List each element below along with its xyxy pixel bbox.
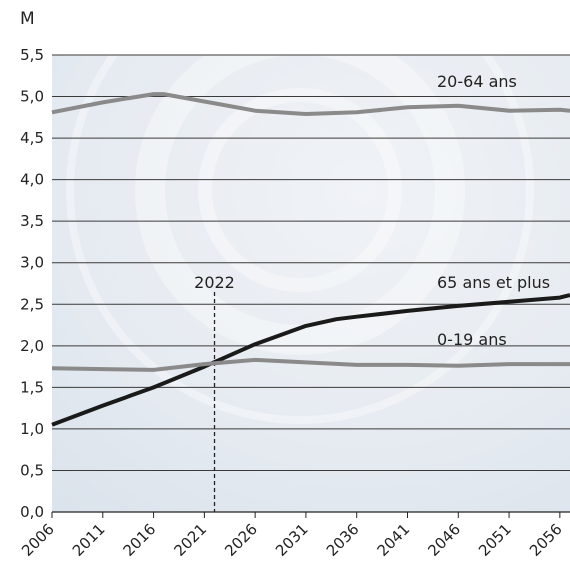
y-axis-ticks: 0,0 0,5 1,0 1,5 2,0 2,5 3,0 3,5 4,0 4,5 5,0 5,5 xyxy=(20,46,44,521)
series-label-20-64-ans: 20-64 ans xyxy=(437,72,517,91)
series-label-65-ans-et-plus: 65 ans et plus xyxy=(437,273,550,292)
y-tick-label: 3,5 xyxy=(20,212,44,230)
y-tick-label: 5,5 xyxy=(20,46,44,64)
data-series xyxy=(51,92,570,427)
y-tick-label: 4,5 xyxy=(20,129,44,147)
series-label-0-19-ans: 0-19 ans xyxy=(437,330,507,349)
y-tick-label: 0,5 xyxy=(20,461,44,479)
annotations: 2022 xyxy=(194,273,235,512)
y-tick-label: 5,0 xyxy=(20,88,44,106)
x-tick-label: 2031 xyxy=(272,520,312,560)
background-decoration xyxy=(66,0,534,424)
y-tick-label: 4,0 xyxy=(20,171,44,189)
x-tick-label: 2046 xyxy=(424,520,464,560)
x-axis-ticks: 2006 2011 2016 2021 2026 2031 2036 2041 2046 2051… xyxy=(18,512,566,560)
x-tick-label: 2036 xyxy=(323,520,363,560)
x-tick-label: 2026 xyxy=(221,520,261,560)
y-tick-label: 1,0 xyxy=(20,420,44,438)
x-tick-label: 2051 xyxy=(475,520,515,560)
x-tick-label: 2021 xyxy=(170,520,210,560)
y-tick-label: 2,5 xyxy=(20,295,44,313)
x-tick-label: 2016 xyxy=(120,520,160,560)
y-tick-label: 1,5 xyxy=(20,378,44,396)
series-line-0-19-ans xyxy=(51,357,570,372)
x-tick-label: 2006 xyxy=(18,520,58,560)
series-line-20-64-ans xyxy=(51,92,570,116)
series-line-65-ans-et-plus xyxy=(51,293,570,427)
x-tick-label: 2056 xyxy=(526,520,566,560)
grid-lines xyxy=(52,54,570,471)
reference-line-label: 2022 xyxy=(194,273,235,292)
y-axis-unit-label: M xyxy=(20,9,35,29)
series-labels: 20-64 ans 65 ans et plus 0-19 ans xyxy=(437,72,550,349)
y-tick-label: 0,0 xyxy=(20,503,44,521)
x-tick-label: 2041 xyxy=(374,520,414,560)
plot-background xyxy=(52,55,570,512)
y-tick-label: 3,0 xyxy=(20,254,44,272)
y-tick-label: 2,0 xyxy=(20,337,44,355)
x-tick-label: 2011 xyxy=(69,520,109,560)
